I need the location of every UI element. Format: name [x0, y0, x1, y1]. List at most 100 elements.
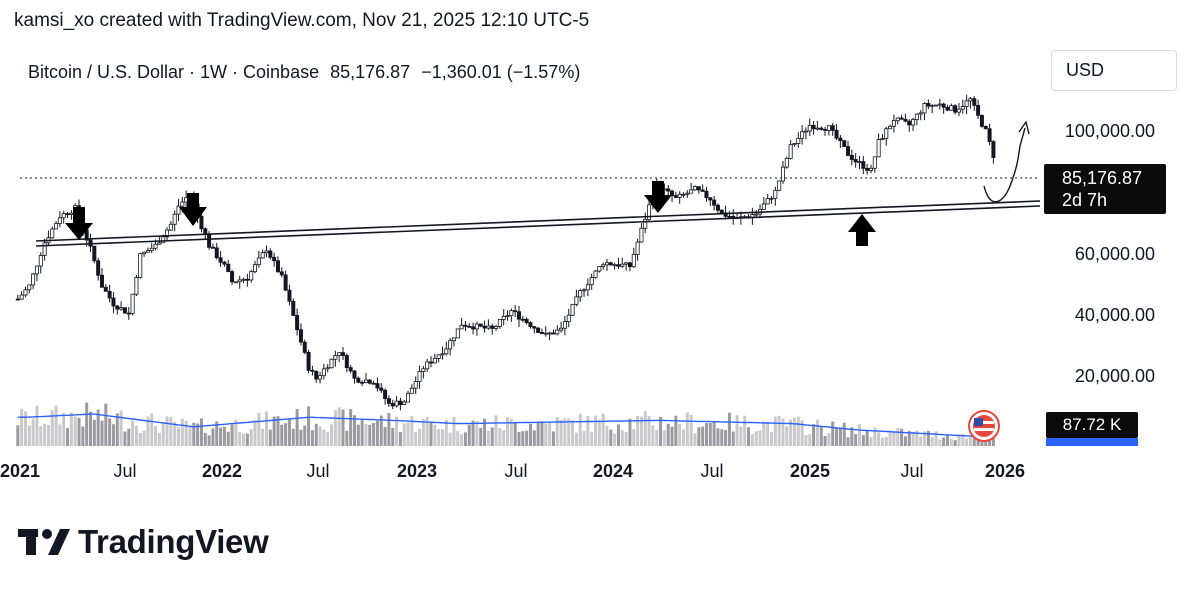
- volume-bar: [330, 424, 334, 446]
- candle-body: [520, 318, 525, 321]
- candle-body: [784, 158, 789, 168]
- volume-bar: [96, 409, 100, 446]
- volume-bar: [257, 412, 261, 446]
- time-label: Jul: [700, 461, 724, 481]
- volume-bar: [789, 419, 793, 446]
- time-label: 2026: [984, 461, 1026, 481]
- candle-body: [363, 379, 368, 383]
- currency-selector[interactable]: USD: [1051, 50, 1177, 91]
- volume-bar: [743, 415, 747, 446]
- candle-body: [230, 271, 235, 283]
- volume-bar: [89, 411, 93, 446]
- volume-bar: [66, 428, 70, 446]
- candle-body: [283, 274, 288, 291]
- candle-body: [727, 215, 732, 218]
- volume-bar: [934, 431, 938, 446]
- volume-bar: [850, 427, 854, 446]
- volume-bar: [199, 418, 203, 446]
- candle-body: [165, 229, 170, 238]
- candle-body: [417, 371, 422, 382]
- volume-bar: [601, 413, 605, 446]
- volume-bar: [230, 424, 234, 446]
- volume-bar: [869, 437, 873, 446]
- candle-body: [291, 300, 296, 316]
- candle-body: [474, 323, 479, 330]
- volume-bar: [747, 427, 751, 446]
- candle-body: [830, 125, 835, 131]
- volume-bar: [907, 430, 911, 446]
- volume-bar: [819, 427, 823, 446]
- candle-body: [949, 105, 954, 111]
- candle-body: [126, 312, 131, 315]
- candle-body: [406, 392, 411, 403]
- symbol-legend[interactable]: Bitcoin / U.S. Dollar · 1W · Coinbase 85…: [28, 62, 586, 83]
- projection-arrowhead-icon: [1018, 120, 1030, 135]
- candle-body: [566, 314, 571, 323]
- volume-bar: [846, 437, 850, 446]
- bar-countdown: 2d 7h: [1062, 190, 1108, 210]
- volume-bar: [150, 413, 154, 446]
- volume-bar: [915, 430, 919, 446]
- volume-bar: [720, 429, 724, 446]
- candle-body: [780, 166, 785, 182]
- candle-body: [761, 203, 766, 210]
- arrow-up-icon: [848, 214, 876, 246]
- candle-body: [670, 190, 675, 196]
- candle-body: [792, 143, 797, 146]
- volume-bar: [176, 427, 180, 446]
- time-label: Jul: [504, 461, 528, 481]
- volume-bar: [984, 439, 988, 446]
- volume-bar: [280, 424, 284, 446]
- candle-body: [218, 257, 223, 263]
- candle-body: [99, 274, 104, 288]
- volume-bar: [104, 403, 108, 446]
- volume-bar: [873, 427, 877, 446]
- volume-bar: [609, 429, 613, 446]
- candle-body: [260, 252, 265, 259]
- volume-bar: [111, 424, 115, 446]
- volume-bar: [586, 416, 590, 446]
- candle-body: [69, 212, 74, 215]
- volume-bar: [456, 431, 460, 446]
- volume-bar: [953, 440, 957, 446]
- tradingview-logo[interactable]: TradingView: [18, 522, 269, 562]
- trendline-lower: [35, 205, 1041, 247]
- candle-body: [210, 246, 215, 249]
- last-price-badge-value: 85,176.87: [1062, 168, 1143, 188]
- candle-body: [696, 186, 701, 191]
- volume-bar: [467, 424, 471, 446]
- volume-bar: [682, 429, 686, 446]
- volume-bar: [773, 416, 777, 446]
- volume-bar: [976, 436, 980, 446]
- volume-bar: [639, 416, 643, 446]
- volume-bar: [938, 439, 942, 446]
- volume-bar: [551, 431, 555, 446]
- volume-bar: [188, 426, 192, 446]
- volume-bar: [23, 411, 27, 446]
- volume-bar: [452, 416, 456, 446]
- volume-bar: [766, 421, 770, 446]
- candle-body: [367, 379, 372, 384]
- candle-body: [444, 348, 449, 355]
- candle-body: [616, 264, 621, 267]
- volume-bar: [945, 435, 949, 446]
- candle-body: [50, 228, 55, 239]
- candle-body: [222, 261, 227, 265]
- candle-body: [54, 223, 59, 230]
- volume-bar: [701, 426, 705, 446]
- candle-body: [773, 189, 778, 199]
- candle-body: [700, 189, 705, 192]
- candle-body: [547, 332, 552, 335]
- candle-body: [582, 289, 587, 292]
- candle-body: [448, 340, 453, 350]
- candle-body: [865, 167, 870, 171]
- volume-bar: [375, 420, 379, 446]
- candle-body: [666, 188, 671, 192]
- candle-body: [237, 279, 242, 283]
- volume-bar: [620, 430, 624, 446]
- volume-bar: [854, 434, 858, 446]
- volume-bar: [326, 431, 330, 446]
- candle-body: [394, 400, 399, 407]
- candle-body: [344, 355, 349, 369]
